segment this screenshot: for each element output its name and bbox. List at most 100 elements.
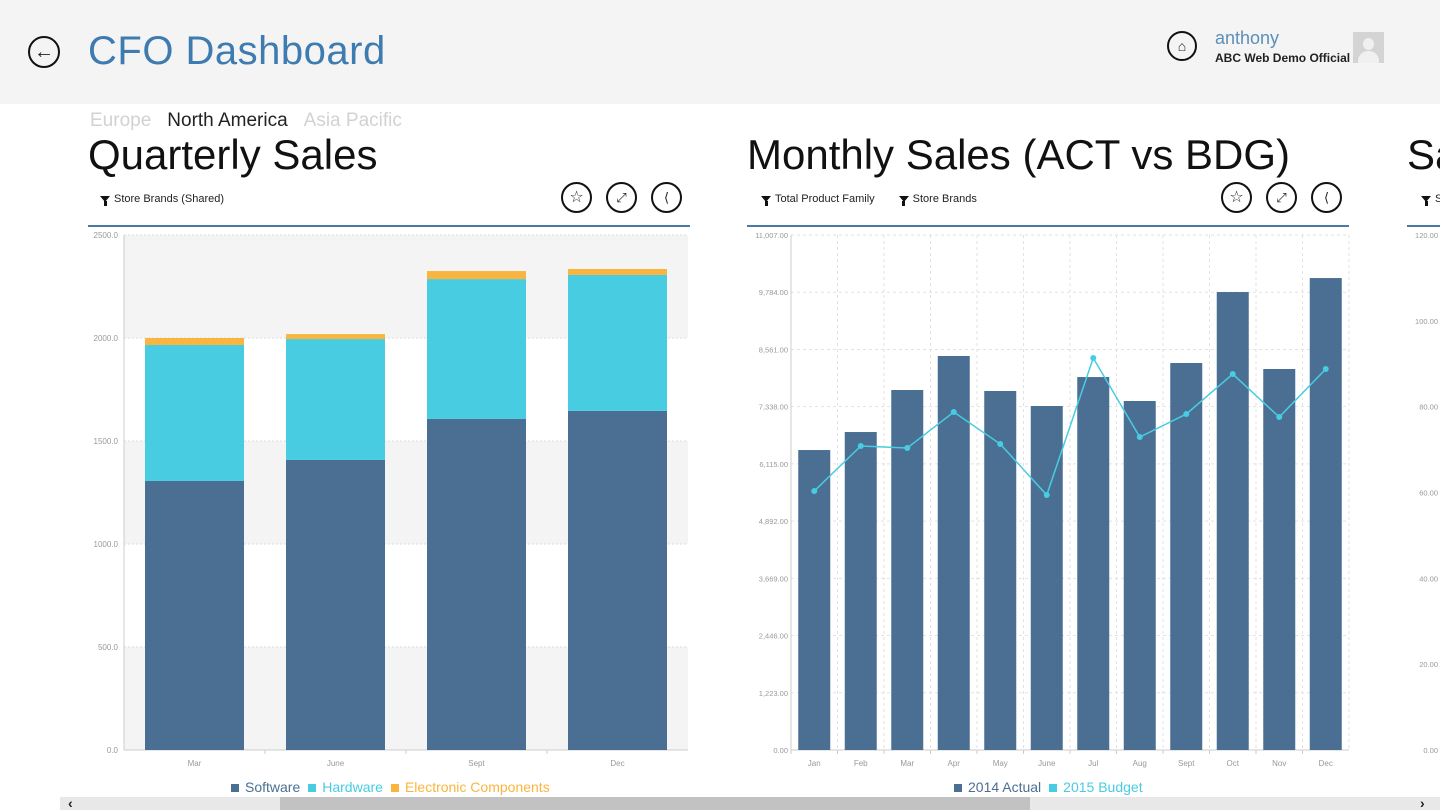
tab-north-america[interactable]: North America — [167, 110, 288, 131]
point-2015-budget — [1276, 414, 1283, 421]
legend-2015-budget[interactable]: 2015 Budget — [1049, 779, 1143, 795]
favorite-button[interactable]: ☆ — [561, 182, 592, 213]
arrow-left-icon: ← — [34, 41, 54, 63]
y-tick-label: 0.00 — [773, 746, 788, 755]
filter-total-product-family[interactable]: Total Product Family — [761, 192, 875, 206]
y-tick-label: 20.00 — [1419, 660, 1438, 669]
point-2015-budget — [1043, 492, 1050, 499]
y-tick-label: 500.0 — [98, 643, 119, 652]
panel-divider — [88, 225, 690, 227]
expand-button[interactable]: ⤢ — [606, 182, 637, 213]
expand-button[interactable]: ⤢ — [1266, 182, 1297, 213]
y-tick-label: 40.00 — [1419, 574, 1438, 583]
x-tick-label: Sept — [1178, 759, 1195, 768]
y-tick-label: 8,561.00 — [759, 345, 788, 354]
filter-store-brands[interactable]: Store Brands — [898, 192, 977, 206]
y-tick-label: 2500.0 — [94, 231, 119, 240]
horizontal-scrollbar[interactable]: ‹ › — [60, 795, 1440, 811]
legend-hardware[interactable]: Hardware — [308, 779, 383, 795]
user-organization: ABC Web Demo Official — [1215, 51, 1351, 65]
y-tick-label: 1,223.00 — [759, 689, 788, 698]
monthly-sales-chart: 0.00 1,223.00 2,446.00 3,669.00 4,892.00 6,11… — [755, 231, 1350, 768]
y-tick-label: 100.00 — [1415, 317, 1438, 326]
panel-divider — [747, 225, 1349, 227]
bar-2014-actual — [984, 390, 1017, 750]
star-icon: ☆ — [1229, 188, 1244, 206]
bar-software — [286, 459, 385, 750]
share-button[interactable]: ⟨ — [651, 182, 682, 213]
filter-store-brands-shared[interactable]: Store Brands (Shared) — [100, 192, 224, 206]
y-tick-label: 11,007.00 — [755, 231, 788, 240]
bar-software — [427, 418, 526, 750]
page-title: CFO Dashboard — [88, 29, 386, 73]
line-2015-budget — [813, 356, 1327, 497]
legend-electronic-components[interactable]: Electronic Components — [390, 779, 550, 795]
favorite-button[interactable]: ☆ — [1221, 182, 1252, 213]
y-tick-label: 4,892.00 — [759, 517, 788, 526]
y-tick-label: 9,784.00 — [759, 288, 788, 297]
y-tick-label: 2,446.00 — [759, 632, 788, 641]
bar-2014-actual — [937, 355, 970, 750]
home-icon: ⌂ — [1177, 38, 1187, 54]
bar-software — [568, 410, 667, 750]
bar-2014-actual — [1309, 278, 1342, 750]
y-tick-label: 120.00 — [1415, 231, 1438, 240]
bar-2014-actual — [798, 450, 831, 750]
y-tick-label: 0.0 — [107, 746, 119, 755]
bar-2014-actual — [1263, 369, 1296, 750]
region-tabs: Europe North America Asia Pacific — [90, 110, 402, 132]
monthly-sales-legend: 2014 Actual 2015 Budget — [954, 779, 1143, 795]
chevron-right-icon[interactable]: › — [1420, 795, 1425, 811]
bar-electronic-components — [145, 338, 244, 346]
point-2015-budget — [904, 445, 911, 452]
x-tick-label: Jan — [808, 759, 821, 768]
tab-europe[interactable]: Europe — [90, 110, 152, 131]
home-button[interactable]: ⌂ — [1167, 31, 1197, 61]
bar-2014-actual — [1170, 363, 1203, 750]
x-tick-label: Dec — [1319, 759, 1333, 768]
back-button[interactable]: ← — [28, 36, 60, 68]
share-icon: ⟨ — [1323, 190, 1330, 205]
quarterly-sales-legend: Software Hardware Electronic Components — [231, 779, 550, 795]
x-tick-label: June — [1038, 759, 1056, 768]
x-tick-label: June — [327, 759, 345, 768]
x-tick-label: Oct — [1227, 759, 1240, 768]
share-button[interactable]: ⟨ — [1311, 182, 1342, 213]
filter-partial[interactable]: S — [1421, 192, 1440, 206]
filter-label: Store Brands (Shared) — [114, 193, 225, 205]
filter-icon — [761, 196, 771, 206]
user-name[interactable]: anthony — [1215, 28, 1280, 48]
bar-2014-actual — [1216, 292, 1249, 750]
panel-title: Sa — [1407, 131, 1440, 178]
chevron-left-icon[interactable]: ‹ — [68, 795, 73, 811]
filter-icon — [898, 196, 909, 206]
x-tick-label: May — [993, 759, 1008, 768]
x-tick-label: Nov — [1272, 759, 1286, 768]
expand-icon: ⤢ — [616, 190, 627, 205]
avatar[interactable] — [1353, 32, 1384, 63]
point-2015-budget — [811, 488, 818, 495]
scroll-thumb[interactable] — [280, 797, 1030, 810]
filter-icon — [1421, 196, 1431, 206]
third-chart: 0.00 20.00 40.00 60.00 80.00 100.00 120.00 — [1415, 231, 1438, 755]
x-tick-label: Apr — [948, 759, 961, 768]
point-2015-budget — [1183, 411, 1190, 418]
y-tick-label: 1000.0 — [94, 540, 119, 549]
y-tick-label: 3,669.00 — [759, 574, 788, 583]
filter-icon — [100, 196, 110, 206]
x-tick-label: Aug — [1133, 759, 1147, 768]
bar-electronic-components — [427, 271, 526, 280]
legend-2014-actual[interactable]: 2014 Actual — [954, 779, 1041, 795]
y-tick-label: 7,338.00 — [759, 403, 788, 412]
legend-software[interactable]: Software — [231, 779, 300, 795]
filter-label: Total Product Family — [775, 193, 875, 205]
share-icon: ⟨ — [663, 190, 670, 205]
point-2015-budget — [1229, 371, 1236, 378]
tab-asia-pacific[interactable]: Asia Pacific — [303, 110, 402, 131]
quarterly-sales-chart: 0.0 500.0 1000.0 1500.0 2000.0 2500.0 Mar June S… — [94, 231, 688, 768]
point-2015-budget — [1136, 434, 1143, 441]
filter-label: Store Brands — [912, 193, 977, 205]
panel-title: Quarterly Sales — [88, 131, 378, 178]
bar-2014-actual — [1123, 401, 1156, 750]
x-tick-label: Feb — [854, 759, 868, 768]
